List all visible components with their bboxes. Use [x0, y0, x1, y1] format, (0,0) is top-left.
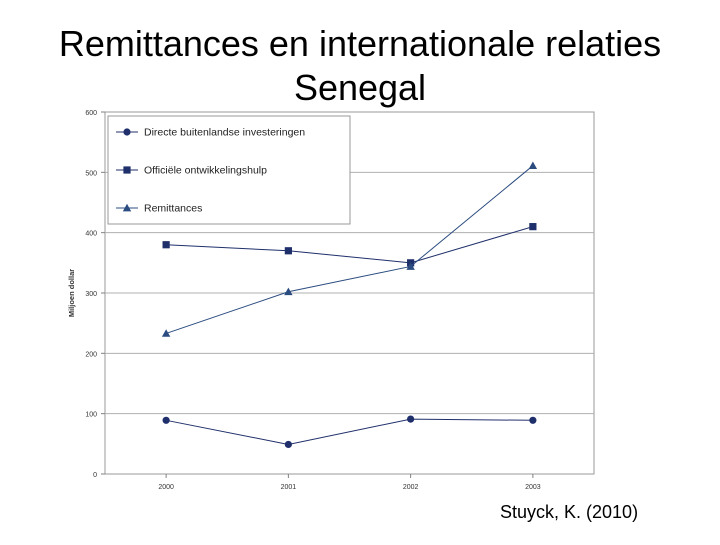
legend-box — [107, 115, 351, 225]
data-point-triangle — [528, 161, 538, 170]
data-point-circle — [407, 415, 415, 423]
y-tick-label: 100 — [85, 412, 97, 419]
citation: Stuyck, K. (2010) — [500, 502, 639, 522]
data-point-square — [162, 241, 170, 249]
y-tick-label: 500 — [85, 170, 97, 177]
y-axis-label: Miljoen dollar — [67, 269, 76, 317]
data-point-triangle — [161, 329, 171, 337]
legend-marker-circle — [123, 128, 131, 136]
data-point-circle — [284, 440, 292, 449]
slide-title-line1: Remittances en internationale relaties — [58, 23, 662, 64]
slide-title-line2: Senegal — [293, 67, 427, 108]
y-tick-label: 300 — [85, 291, 97, 298]
data-point-triangle — [284, 287, 293, 296]
y-tick-label: 600 — [85, 110, 97, 117]
data-point-square — [529, 223, 537, 231]
data-point-circle — [162, 416, 170, 424]
series-line-2 — [166, 226, 534, 264]
legend-label: Officiële ontwikkelingshulp — [144, 165, 267, 177]
legend-marker-triangle — [122, 203, 132, 212]
series-line-3 — [165, 165, 534, 334]
data-point-triangle — [406, 262, 415, 270]
y-tick-label: 400 — [85, 231, 97, 238]
series-line-1 — [166, 418, 533, 445]
data-point-square — [284, 247, 292, 255]
y-tick-label: 200 — [85, 351, 97, 358]
x-tick-label: 2000 — [158, 484, 174, 491]
slide-title: Remittances en internationale relaties S… — [0, 22, 720, 110]
legend-label: Directe buitenlandse investeringen — [144, 127, 305, 139]
x-tick-label: 2003 — [525, 484, 541, 491]
data-point-circle — [529, 416, 537, 424]
x-tick-label: 2002 — [403, 484, 419, 491]
legend-label: Remittances — [144, 203, 202, 215]
x-tick-label: 2001 — [281, 484, 297, 491]
y-tick-label: 0 — [93, 472, 97, 479]
legend-marker-square — [123, 166, 131, 174]
